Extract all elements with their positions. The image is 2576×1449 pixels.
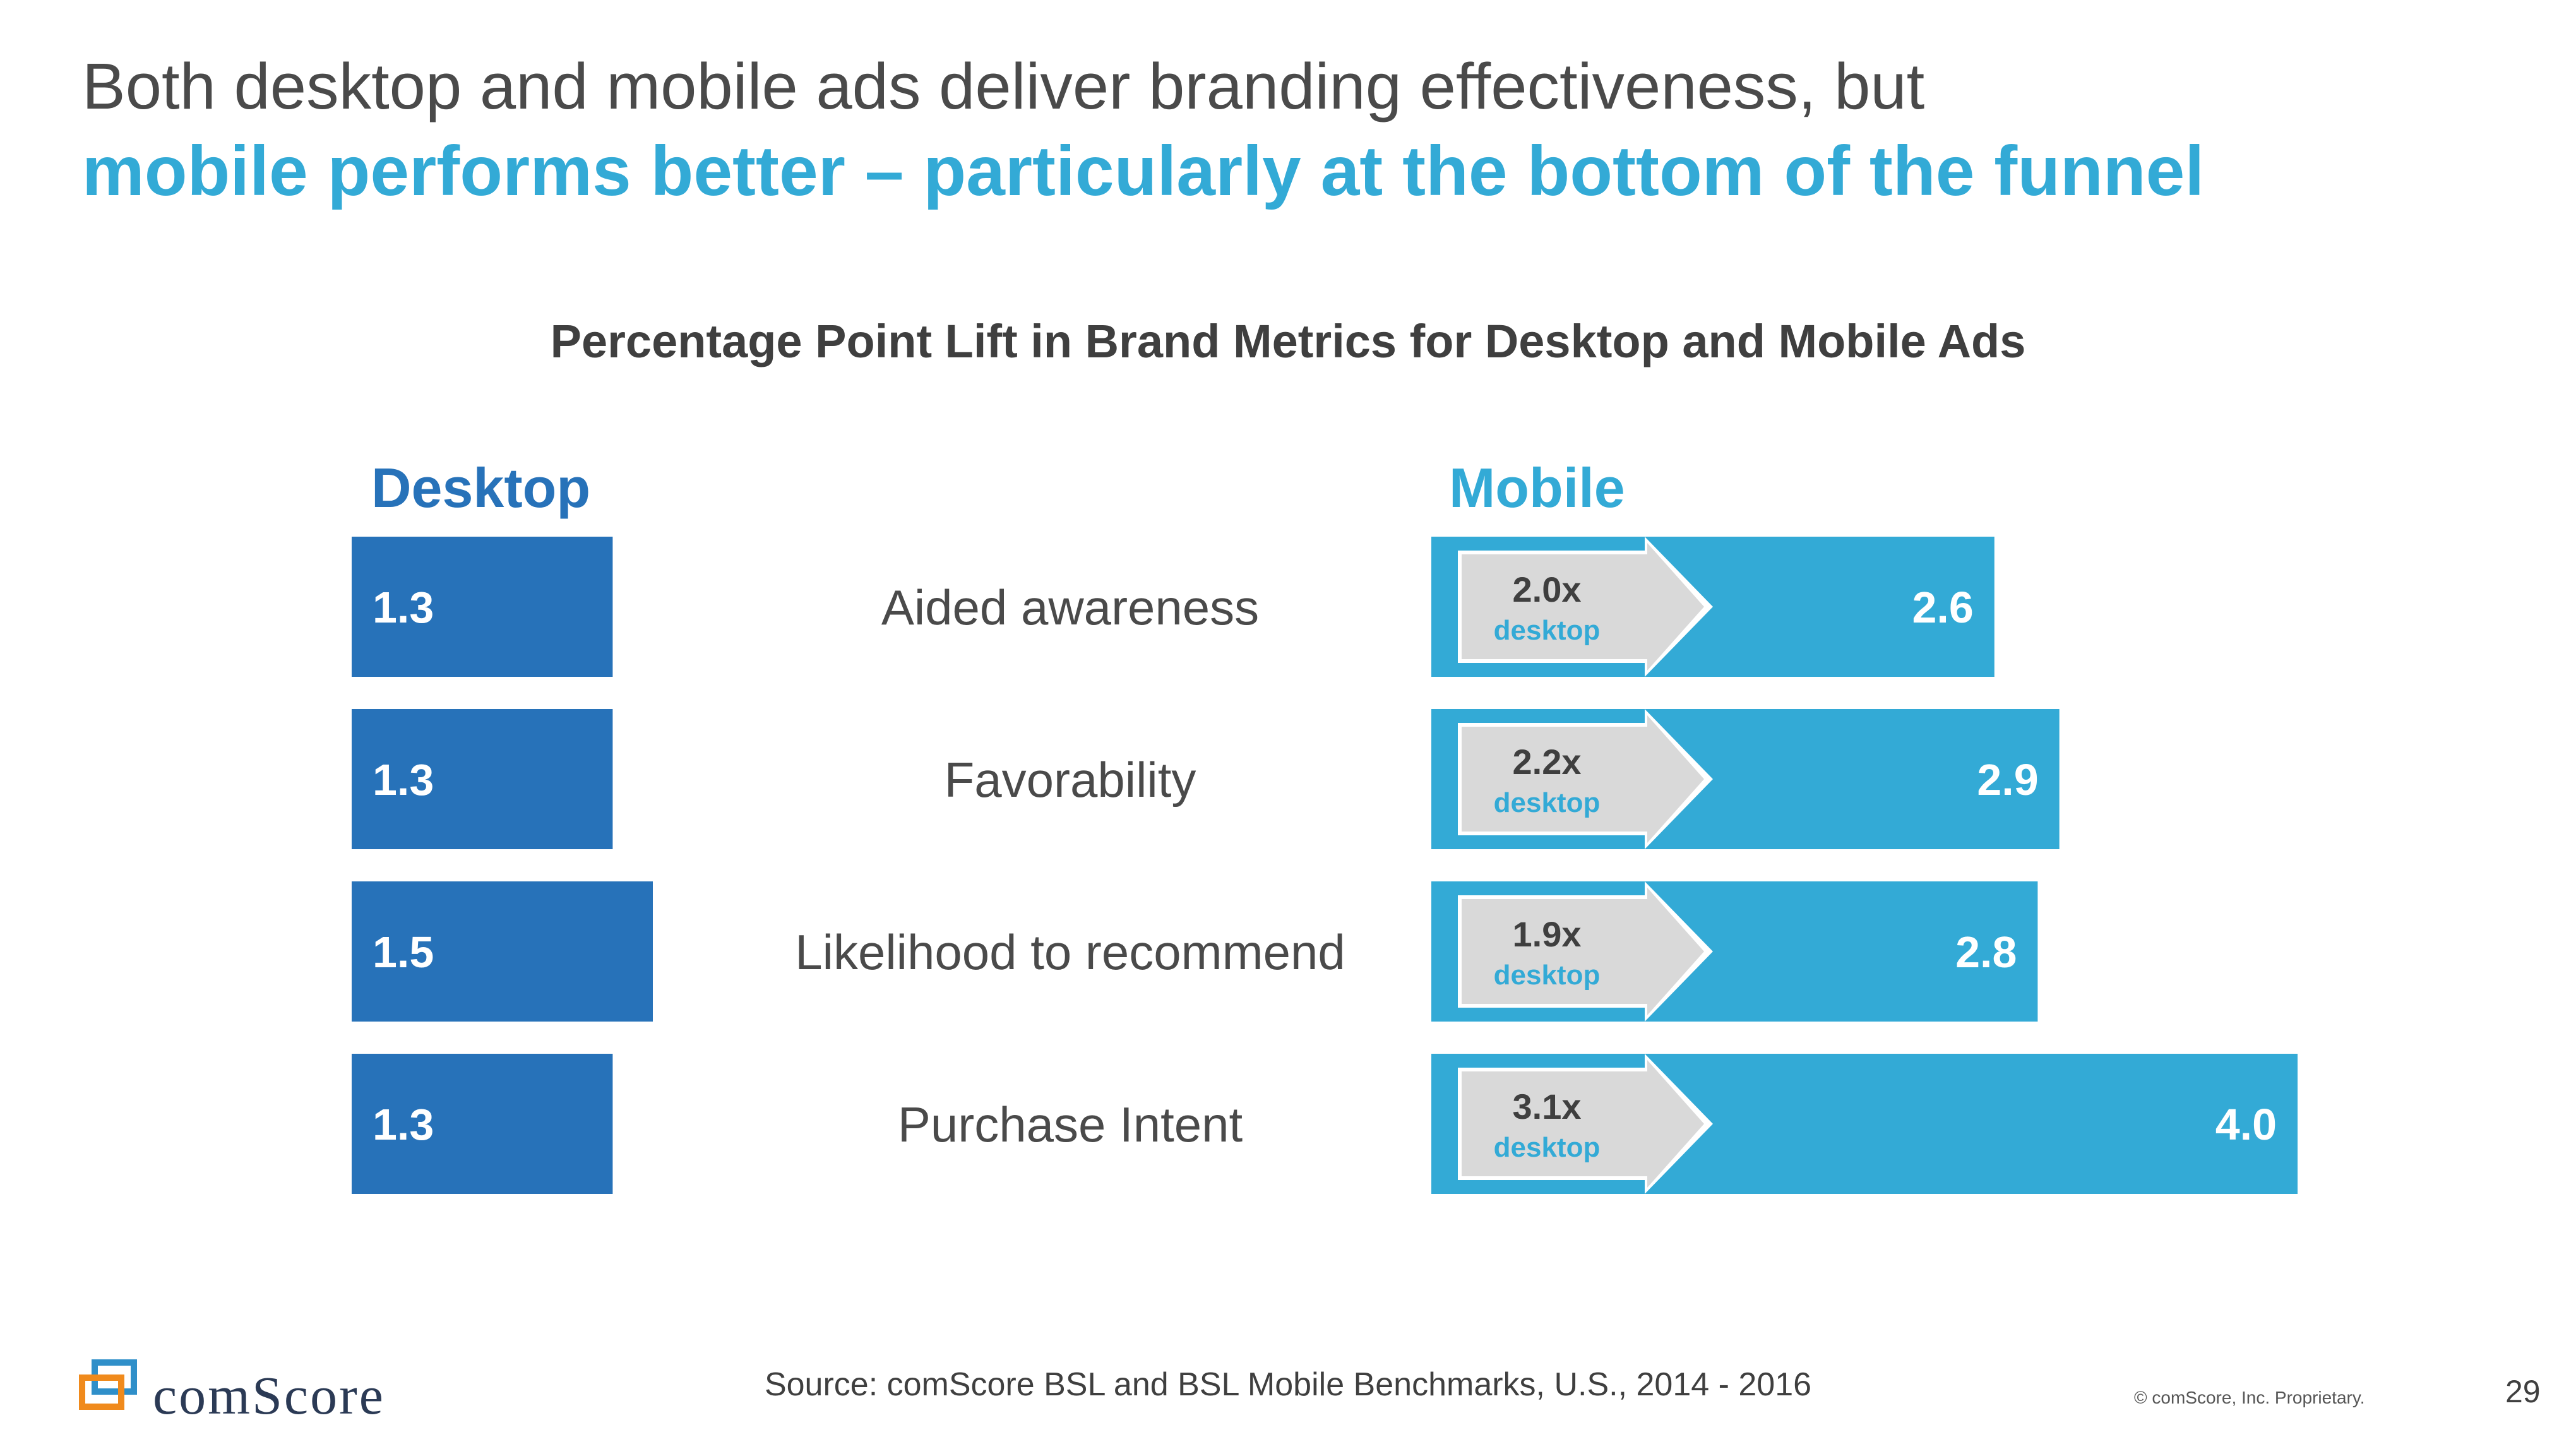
desktop-bar [352, 537, 613, 677]
mobile-bar-value: 2.8 [1955, 927, 2017, 977]
comscore-logo-icon [79, 1359, 137, 1410]
category-label: Purchase Intent [898, 1097, 1243, 1152]
slide-title-line1: Both desktop and mobile ads deliver bran… [82, 50, 1925, 122]
desktop-bar-value: 1.5 [373, 927, 434, 977]
mobile-bar-value: 2.6 [1912, 583, 1973, 632]
ratio-label: 3.1x [1513, 1087, 1582, 1126]
category-label: Likelihood to recommend [795, 924, 1345, 980]
chart-title: Percentage Point Lift in Brand Metrics f… [550, 315, 2026, 367]
logo-wordmark: comScore [153, 1365, 385, 1426]
category-label: Aided awareness [881, 580, 1259, 635]
ratio-callout: 2.2x desktop [1458, 709, 1713, 849]
category-label: Favorability [945, 752, 1196, 808]
desktop-bar-value: 1.3 [373, 1100, 434, 1149]
page-number: 29 [2505, 1374, 2541, 1409]
ratio-callout: 2.0x desktop [1458, 537, 1713, 677]
desktop-bar-value: 1.3 [373, 583, 434, 632]
mobile-bar-value: 2.9 [1977, 755, 2038, 804]
ratio-label: 2.0x [1513, 569, 1582, 609]
mobile-series-heading: Mobile [1449, 456, 1625, 519]
ratio-sublabel: desktop [1494, 1132, 1601, 1163]
ratio-sublabel: desktop [1494, 960, 1601, 991]
comscore-logo: comScore [76, 1357, 455, 1427]
desktop-series-heading: Desktop [371, 456, 591, 519]
ratio-callout: 3.1x desktop [1458, 1054, 1713, 1194]
ratio-label: 1.9x [1513, 914, 1582, 954]
ratio-sublabel: desktop [1494, 615, 1601, 646]
ratio-callout: 1.9x desktop [1458, 881, 1713, 1022]
desktop-bar [352, 1054, 613, 1194]
ratio-sublabel: desktop [1494, 787, 1601, 818]
desktop-bar-value: 1.3 [373, 755, 434, 804]
ratio-label: 2.2x [1513, 742, 1582, 782]
copyright-note: © comScore, Inc. Proprietary. [2134, 1388, 2365, 1407]
slide-title-line2: mobile performs better – particularly at… [82, 132, 2205, 210]
source-note: Source: comScore BSL and BSL Mobile Benc… [764, 1366, 1812, 1403]
desktop-bar [352, 709, 613, 849]
mobile-bar-value: 4.0 [2215, 1100, 2277, 1149]
desktop-bar [352, 881, 653, 1022]
